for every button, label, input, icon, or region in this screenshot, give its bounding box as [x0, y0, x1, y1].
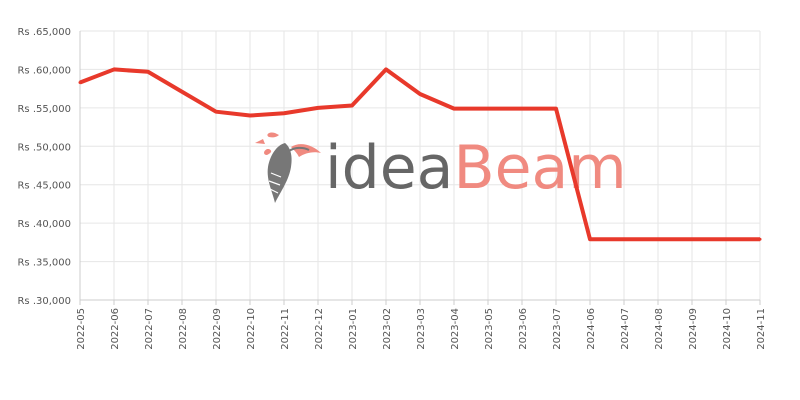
x-tick-label: 2024-11	[756, 308, 767, 350]
data-point	[690, 237, 694, 241]
series-layer	[78, 67, 762, 242]
grid-lines	[79, 30, 761, 301]
data-point	[622, 237, 626, 241]
x-tick-label: 2022-05	[76, 308, 87, 350]
data-point	[588, 237, 592, 241]
y-tick-label: Rs .40,000	[17, 219, 71, 230]
data-point	[78, 80, 82, 84]
data-point	[418, 92, 422, 96]
data-point	[384, 67, 388, 71]
y-tick-label: Rs .35,000	[17, 258, 71, 269]
data-point	[316, 106, 320, 110]
watermark: ideaBeam	[255, 132, 627, 203]
x-tick-label: 2024-06	[586, 308, 597, 350]
x-tick-label: 2023-05	[484, 308, 495, 350]
data-point	[486, 107, 490, 111]
x-tick-label: 2024-09	[688, 308, 699, 350]
watermark-text: ideaBeam	[325, 133, 627, 203]
data-point	[656, 237, 660, 241]
x-tick-label: 2024-08	[654, 308, 665, 350]
y-tick-label: Rs .60,000	[17, 65, 71, 76]
watermark-text-part1: idea	[325, 133, 453, 203]
axes	[79, 31, 761, 305]
x-tick-label: 2022-09	[212, 308, 223, 350]
y-tick-label: Rs .30,000	[17, 296, 71, 307]
x-tick-label: 2022-08	[178, 308, 189, 350]
x-tick-label: 2023-06	[518, 308, 529, 350]
x-tick-label: 2022-12	[314, 308, 325, 350]
data-point	[282, 111, 286, 115]
data-point	[214, 110, 218, 114]
data-point	[146, 70, 150, 74]
x-tick-labels: 2022-05 2022-06 2022-07 2022-08 2022-09 2022-…	[76, 308, 767, 350]
data-point	[180, 90, 184, 94]
watermark-text-part2: Beam	[453, 133, 626, 203]
x-tick-label: 2023-03	[416, 308, 427, 350]
data-point	[112, 67, 116, 71]
x-tick-label: 2023-04	[450, 308, 461, 350]
data-point	[724, 237, 728, 241]
y-tick-labels: Rs .30,000 Rs .35,000 Rs .40,000 Rs .45,000…	[17, 27, 71, 307]
y-tick-label: Rs .45,000	[17, 181, 71, 192]
data-point	[758, 237, 762, 241]
x-tick-label: 2023-02	[382, 308, 393, 350]
y-tick-label: Rs .50,000	[17, 142, 71, 153]
hummingbird-icon	[255, 132, 321, 203]
x-tick-label: 2022-11	[280, 308, 291, 350]
data-point	[452, 107, 456, 111]
y-tick-label: Rs .65,000	[17, 27, 71, 38]
x-tick-label: 2022-06	[110, 308, 121, 350]
x-tick-label: 2024-10	[722, 308, 733, 350]
x-tick-label: 2024-07	[620, 308, 631, 350]
x-tick-label: 2023-01	[348, 308, 359, 350]
data-point	[554, 107, 558, 111]
data-point	[350, 104, 354, 108]
x-tick-label: 2022-10	[246, 308, 257, 350]
x-tick-label: 2023-07	[552, 308, 563, 350]
x-tick-label: 2022-07	[144, 308, 155, 350]
data-point	[520, 107, 524, 111]
y-tick-label: Rs .55,000	[17, 104, 71, 115]
data-point	[248, 114, 252, 118]
